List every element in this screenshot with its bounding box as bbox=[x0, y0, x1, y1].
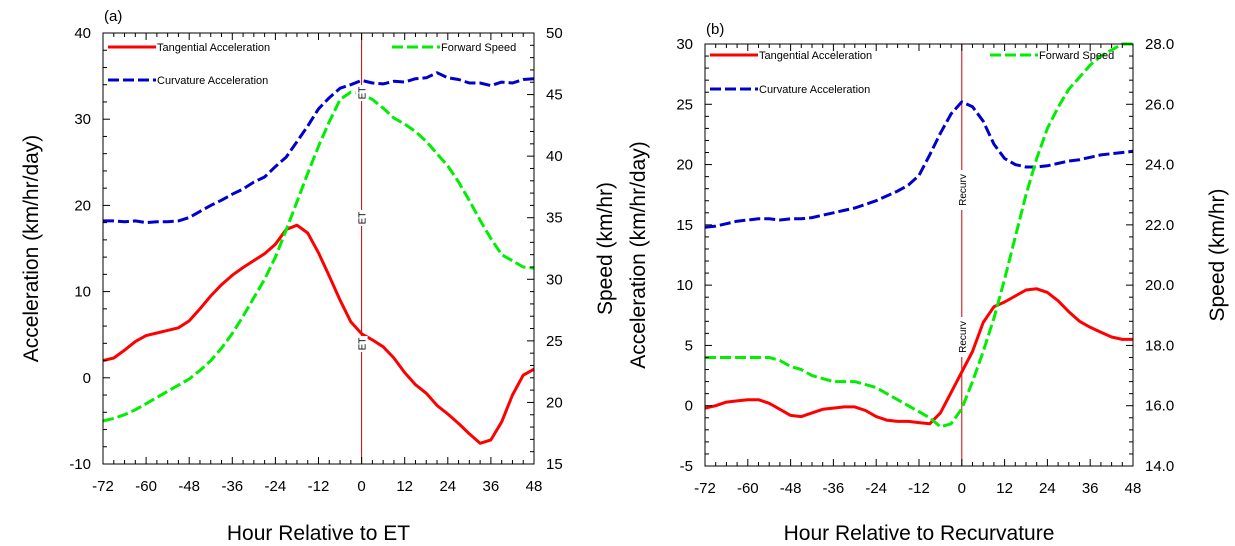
x-tick-label: 12 bbox=[996, 480, 1013, 497]
x-tick-label: -24 bbox=[265, 478, 287, 495]
chart-panel-b: Recurv Recurv -72 -60 -48 -36 -24 -12 0 12 24 36 48 -… bbox=[627, 21, 1229, 545]
x-tick-label: 24 bbox=[1039, 480, 1056, 497]
y-tick-label: 40 bbox=[74, 25, 91, 42]
x-tick-label: 36 bbox=[1082, 480, 1099, 497]
event-label-bg bbox=[955, 317, 968, 357]
y2-tick-label: 22.0 bbox=[1145, 217, 1174, 234]
x-tick-label: -48 bbox=[178, 478, 200, 495]
event-label-bg bbox=[355, 336, 368, 352]
y2-tick-label: 35 bbox=[546, 210, 563, 227]
y2-tick-label: 15 bbox=[546, 456, 563, 473]
event-label: ET bbox=[358, 338, 369, 351]
y2-tick-label: 24.0 bbox=[1145, 157, 1174, 174]
event-label: ET bbox=[358, 212, 369, 225]
y2-tick-label: 50 bbox=[546, 25, 563, 42]
series-line-curvature-acceleration bbox=[704, 100, 1134, 229]
x-axis-title: Hour Relative to Recurvature bbox=[784, 522, 1055, 545]
y2-axis-title: Speed (km/hr) bbox=[594, 182, 617, 315]
y-tick-label: 30 bbox=[676, 36, 693, 53]
y2-tick-label: 40 bbox=[546, 148, 563, 165]
event-label-bg bbox=[355, 85, 368, 101]
y-tick-label: 10 bbox=[676, 277, 693, 294]
x-tick-label: 48 bbox=[1125, 480, 1142, 497]
x-tick-label: 12 bbox=[396, 478, 413, 495]
y-tick-label: 20 bbox=[676, 157, 693, 174]
event-label: Recurv bbox=[958, 174, 969, 206]
event-label: ET bbox=[358, 87, 369, 100]
x-tick-label: -48 bbox=[780, 480, 802, 497]
x-tick-label: -12 bbox=[308, 478, 330, 495]
y2-axis-title: Speed (km/hr) bbox=[1206, 188, 1229, 321]
y2-tick-label: 20 bbox=[546, 394, 563, 411]
x-tick-label: -60 bbox=[737, 480, 759, 497]
y2-tick-label: 28.0 bbox=[1145, 36, 1174, 53]
y2-tick-label: 18.0 bbox=[1145, 337, 1174, 354]
y-tick-label: 20 bbox=[74, 197, 91, 214]
x-tick-label: 36 bbox=[483, 478, 500, 495]
x-tick-label: -72 bbox=[92, 478, 114, 495]
y2-tick-label: 14.0 bbox=[1145, 458, 1174, 475]
y-tick-label: 25 bbox=[676, 96, 693, 113]
x-tick-label: 0 bbox=[958, 480, 966, 497]
series-line-forward-speed bbox=[102, 90, 535, 423]
x-tick-label: -60 bbox=[135, 478, 157, 495]
series-line-forward-speed bbox=[705, 42, 1133, 429]
series-line-tangential-acceleration bbox=[704, 287, 1133, 426]
legend-label: Curvature Acceleration bbox=[759, 84, 870, 96]
x-tick-label: -24 bbox=[865, 480, 887, 497]
x-tick-label: -72 bbox=[694, 480, 716, 497]
legend-label: Curvature Acceleration bbox=[157, 75, 268, 87]
y-tick-label: 15 bbox=[676, 217, 693, 234]
legend-label: Tangential Acceleration bbox=[759, 50, 872, 62]
legend-label: Tangential Acceleration bbox=[157, 42, 270, 54]
y2-tick-label: 16.0 bbox=[1145, 398, 1174, 415]
x-tick-label: 48 bbox=[526, 478, 543, 495]
x-tick-label: 0 bbox=[357, 478, 365, 495]
event-label-bg bbox=[355, 210, 368, 226]
y-tick-label: 0 bbox=[685, 398, 693, 415]
y-axis-title: Acceleration (km/hr/day) bbox=[20, 135, 43, 363]
series-line-curvature-acceleration bbox=[103, 71, 535, 225]
y-tick-label: 0 bbox=[83, 370, 91, 387]
y-tick-label: 10 bbox=[74, 284, 91, 301]
series-line-tangential-acceleration bbox=[102, 223, 535, 445]
y2-tick-label: 45 bbox=[546, 87, 563, 104]
legend-label: Forward Speed bbox=[441, 42, 516, 54]
y-tick-label: -10 bbox=[69, 456, 91, 473]
plot-frame bbox=[102, 32, 535, 465]
x-tick-label: -36 bbox=[221, 478, 243, 495]
y-tick-label: 5 bbox=[685, 337, 693, 354]
y2-tick-label: 30 bbox=[546, 271, 563, 288]
y2-tick-label: 20.0 bbox=[1145, 277, 1174, 294]
panel-label: (b) bbox=[706, 21, 724, 38]
y-tick-label: 30 bbox=[74, 111, 91, 128]
chart-panel-a: ET ET ET -72 -60 -48 -36 -24 -12 0 12 24 36 48 -10 0 10 2… bbox=[20, 8, 617, 545]
event-label: Recurv bbox=[958, 321, 969, 353]
x-tick-label: -36 bbox=[823, 480, 845, 497]
y2-tick-label: 26.0 bbox=[1145, 96, 1174, 113]
y-tick-label: -5 bbox=[680, 458, 693, 475]
panel-label: (a) bbox=[104, 8, 122, 25]
x-tick-label: -12 bbox=[908, 480, 930, 497]
x-tick-label: 24 bbox=[439, 478, 456, 495]
legend-label: Forward Speed bbox=[1039, 50, 1114, 62]
y-axis-title: Acceleration (km/hr/day) bbox=[627, 141, 650, 369]
y2-tick-label: 25 bbox=[546, 333, 563, 350]
event-label-bg bbox=[955, 170, 968, 210]
x-axis-title: Hour Relative to ET bbox=[227, 522, 410, 545]
